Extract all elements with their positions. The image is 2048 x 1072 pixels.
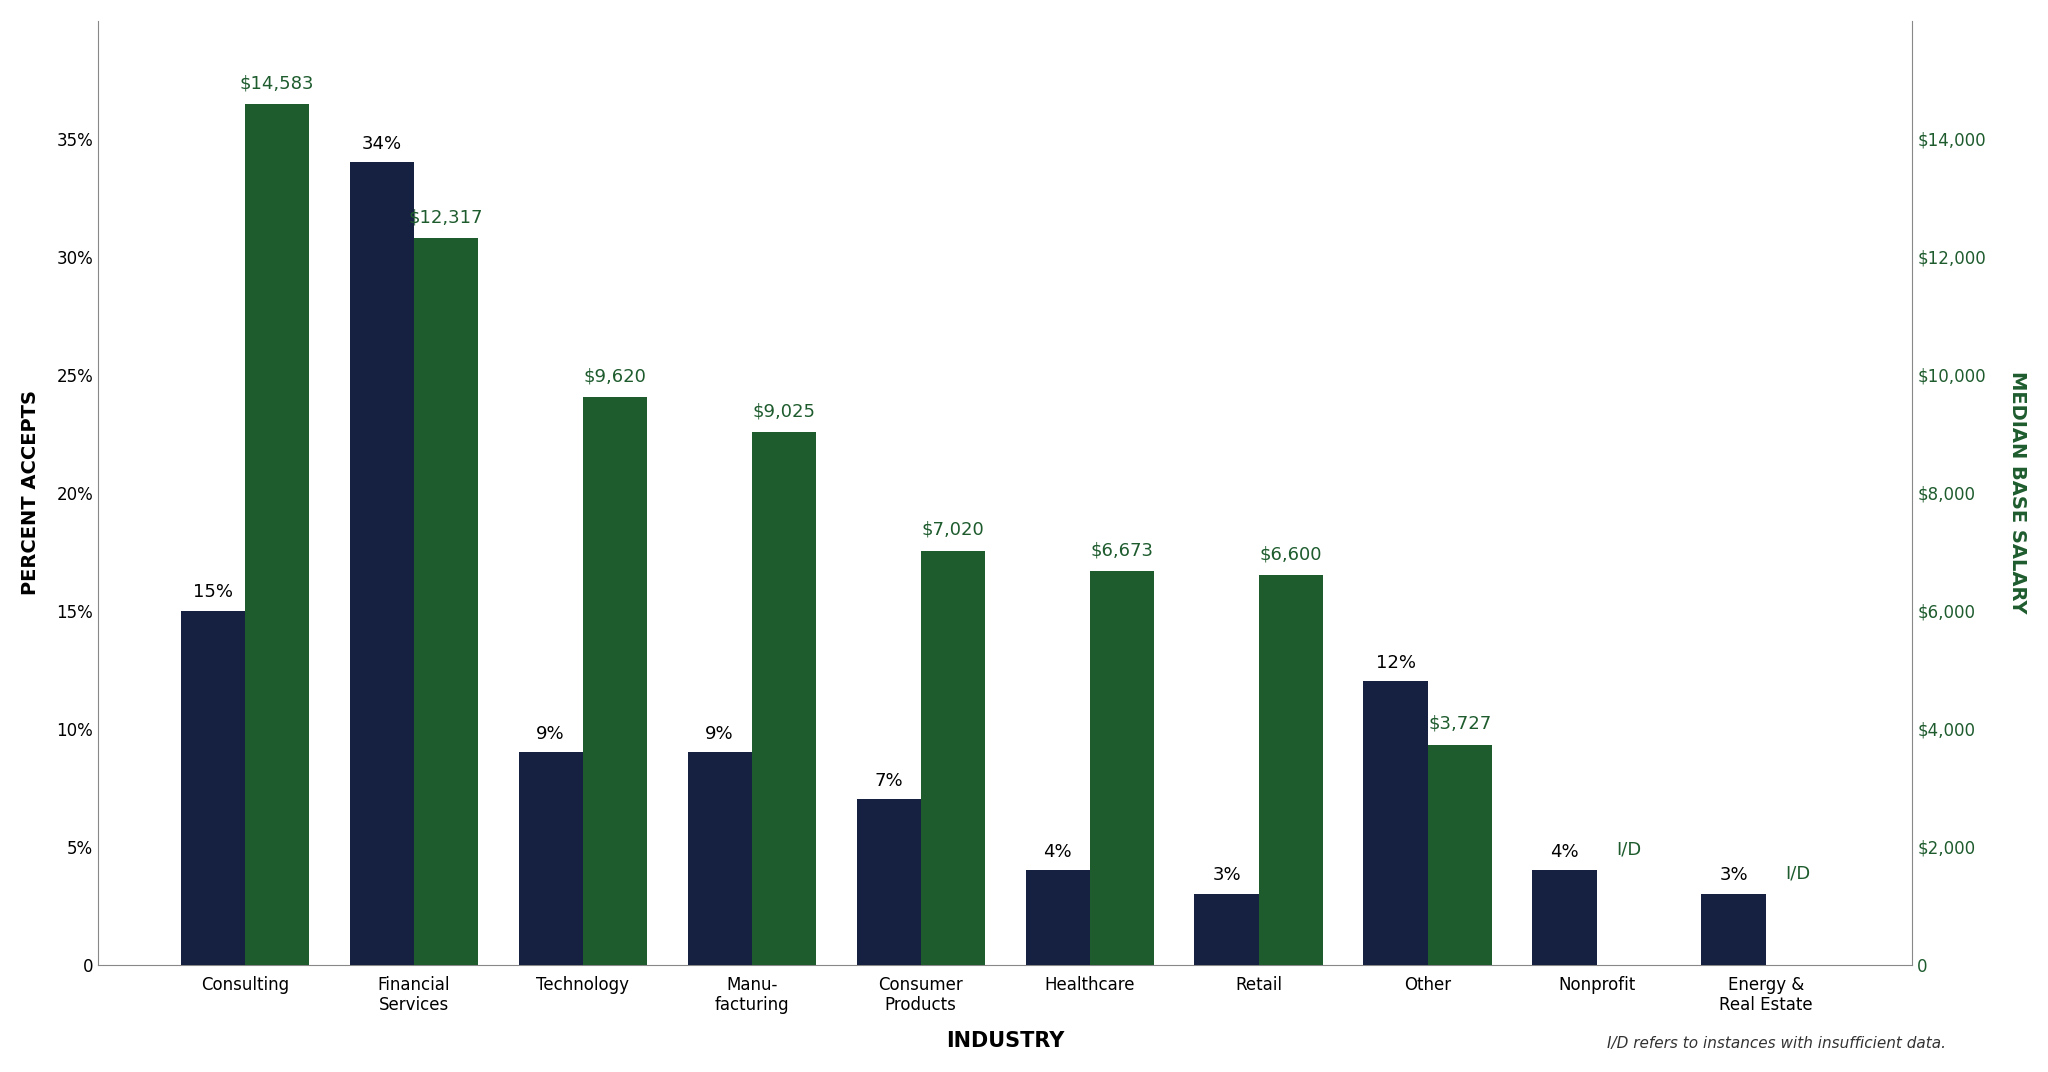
Text: 15%: 15% xyxy=(193,583,233,601)
Bar xyxy=(350,162,414,965)
Y-axis label: PERCENT ACCEPTS: PERCENT ACCEPTS xyxy=(20,390,39,595)
Bar xyxy=(856,800,922,965)
Text: $9,620: $9,620 xyxy=(584,368,647,385)
Bar xyxy=(1194,894,1260,965)
Text: $12,317: $12,317 xyxy=(410,208,483,226)
Text: I/D refers to instances with insufficient data.: I/D refers to instances with insufficien… xyxy=(1606,1036,1946,1051)
Text: I/D: I/D xyxy=(1786,864,1810,882)
Bar xyxy=(922,551,985,965)
Bar xyxy=(688,753,752,965)
Bar xyxy=(246,104,309,965)
Text: $9,025: $9,025 xyxy=(752,402,815,420)
Bar xyxy=(1364,682,1427,965)
Bar xyxy=(1532,870,1597,965)
Text: $6,600: $6,600 xyxy=(1260,546,1323,564)
Bar xyxy=(1427,745,1491,965)
Text: 34%: 34% xyxy=(362,135,401,153)
Bar xyxy=(1026,870,1090,965)
Text: 12%: 12% xyxy=(1376,654,1415,672)
Bar xyxy=(1260,576,1323,965)
Bar xyxy=(584,397,647,965)
Text: $6,673: $6,673 xyxy=(1090,541,1153,560)
Text: $14,583: $14,583 xyxy=(240,75,313,92)
Text: 4%: 4% xyxy=(1042,843,1071,861)
Text: $7,020: $7,020 xyxy=(922,521,985,539)
Bar xyxy=(752,432,815,965)
Bar xyxy=(518,753,584,965)
Bar xyxy=(180,611,246,965)
Text: 9%: 9% xyxy=(705,725,733,743)
Bar xyxy=(414,238,477,965)
Text: 7%: 7% xyxy=(874,772,903,790)
Text: 3%: 3% xyxy=(1212,866,1241,884)
Y-axis label: MEDIAN BASE SALARY: MEDIAN BASE SALARY xyxy=(2009,372,2028,614)
X-axis label: INDUSTRY: INDUSTRY xyxy=(946,1031,1065,1052)
Text: 9%: 9% xyxy=(537,725,565,743)
Bar xyxy=(1702,894,1765,965)
Text: I/D: I/D xyxy=(1616,840,1640,859)
Text: 4%: 4% xyxy=(1550,843,1579,861)
Bar xyxy=(1090,571,1153,965)
Text: 3%: 3% xyxy=(1718,866,1747,884)
Text: $3,727: $3,727 xyxy=(1427,715,1491,733)
